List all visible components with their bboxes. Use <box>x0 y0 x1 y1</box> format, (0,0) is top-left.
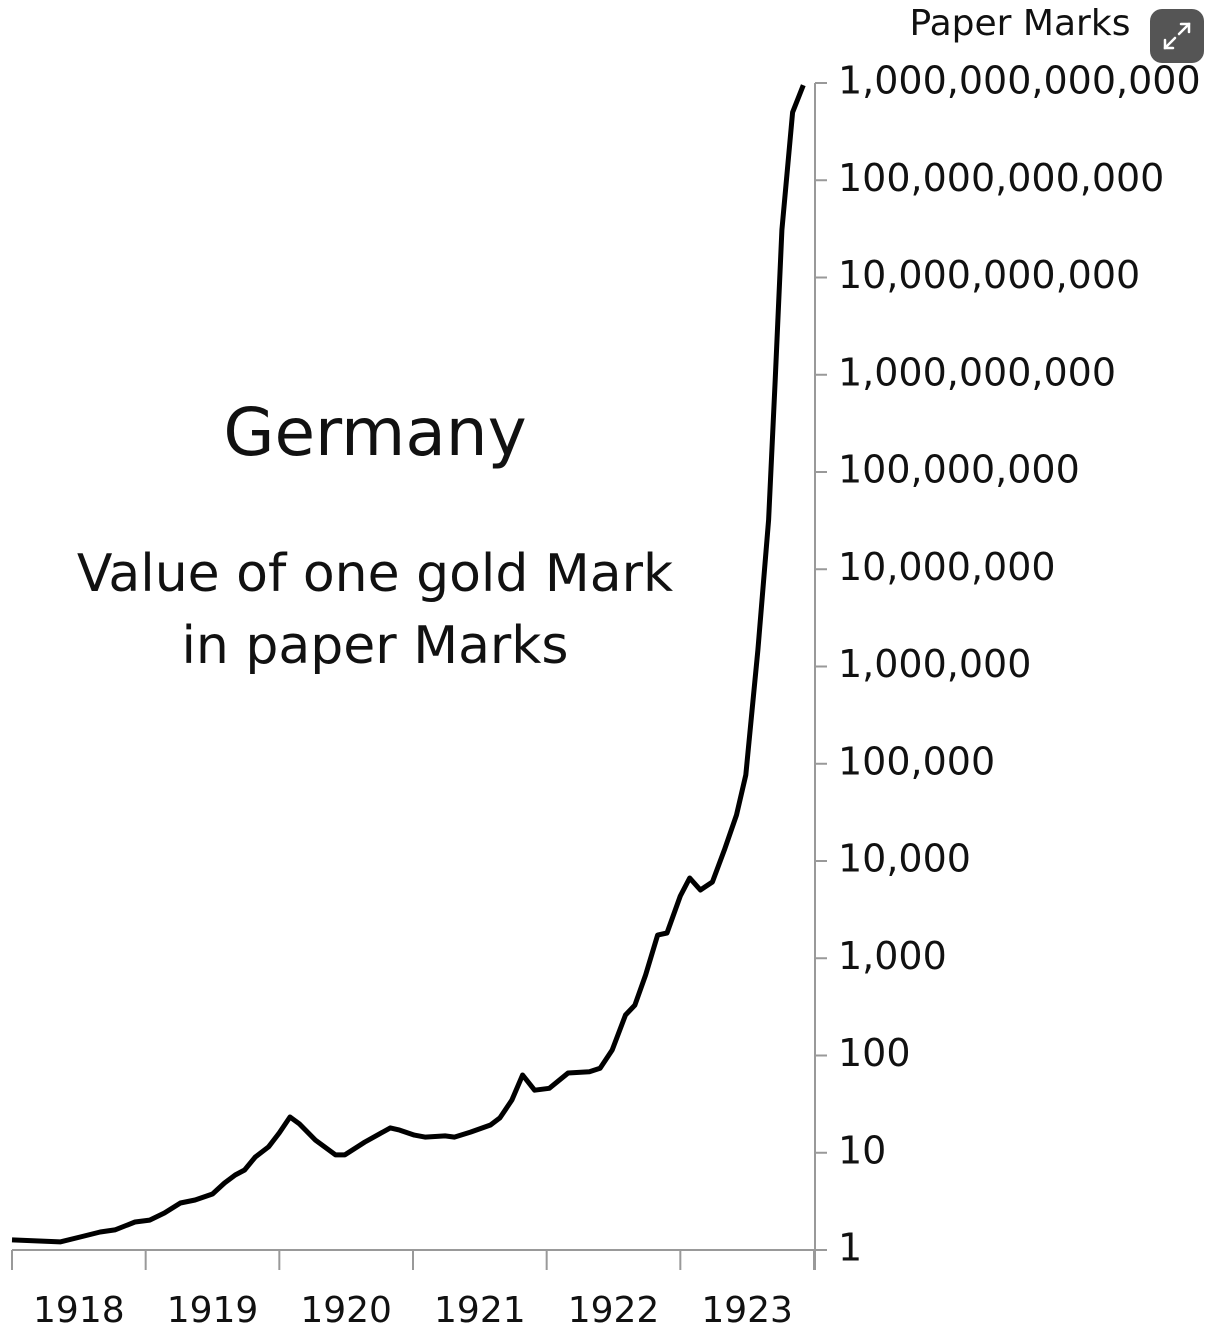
y-tick-label: 10,000 <box>838 837 971 881</box>
y-tick-label: 1 <box>838 1226 862 1270</box>
chart-subtitle: in paper Marks <box>181 616 568 676</box>
y-tick-label: 100,000,000,000 <box>838 156 1164 200</box>
y-tick-label: 1,000 <box>838 934 947 978</box>
y-tick-label: 1,000,000,000 <box>838 350 1116 394</box>
x-tick-label: 1921 <box>434 1290 526 1331</box>
y-tick-label: 1,000,000 <box>838 642 1031 686</box>
x-tick-label: 1922 <box>568 1290 660 1331</box>
chart-subtitle: Value of one gold Mark <box>77 544 673 604</box>
x-tick-label: 1920 <box>300 1290 392 1331</box>
y-tick-label: 10,000,000 <box>838 545 1056 589</box>
x-tick-label: 1919 <box>167 1290 259 1331</box>
chart-title: Germany <box>223 394 526 471</box>
y-tick-label: 100,000,000 <box>838 448 1080 492</box>
y-tick-label: 10,000,000,000 <box>838 253 1140 297</box>
y-tick-label: 100 <box>838 1031 911 1075</box>
expand-button[interactable] <box>1150 9 1204 63</box>
y-tick-label: 1,000,000,000,000 <box>838 59 1201 103</box>
y-tick-label: 100,000 <box>838 739 995 783</box>
x-tick-label: 1918 <box>33 1290 125 1331</box>
y-tick-label: 10 <box>838 1128 886 1172</box>
y-axis-label: Paper Marks <box>910 3 1131 44</box>
expand-icon <box>1163 22 1191 50</box>
x-tick-label: 1923 <box>701 1290 793 1331</box>
data-line <box>11 84 806 1245</box>
